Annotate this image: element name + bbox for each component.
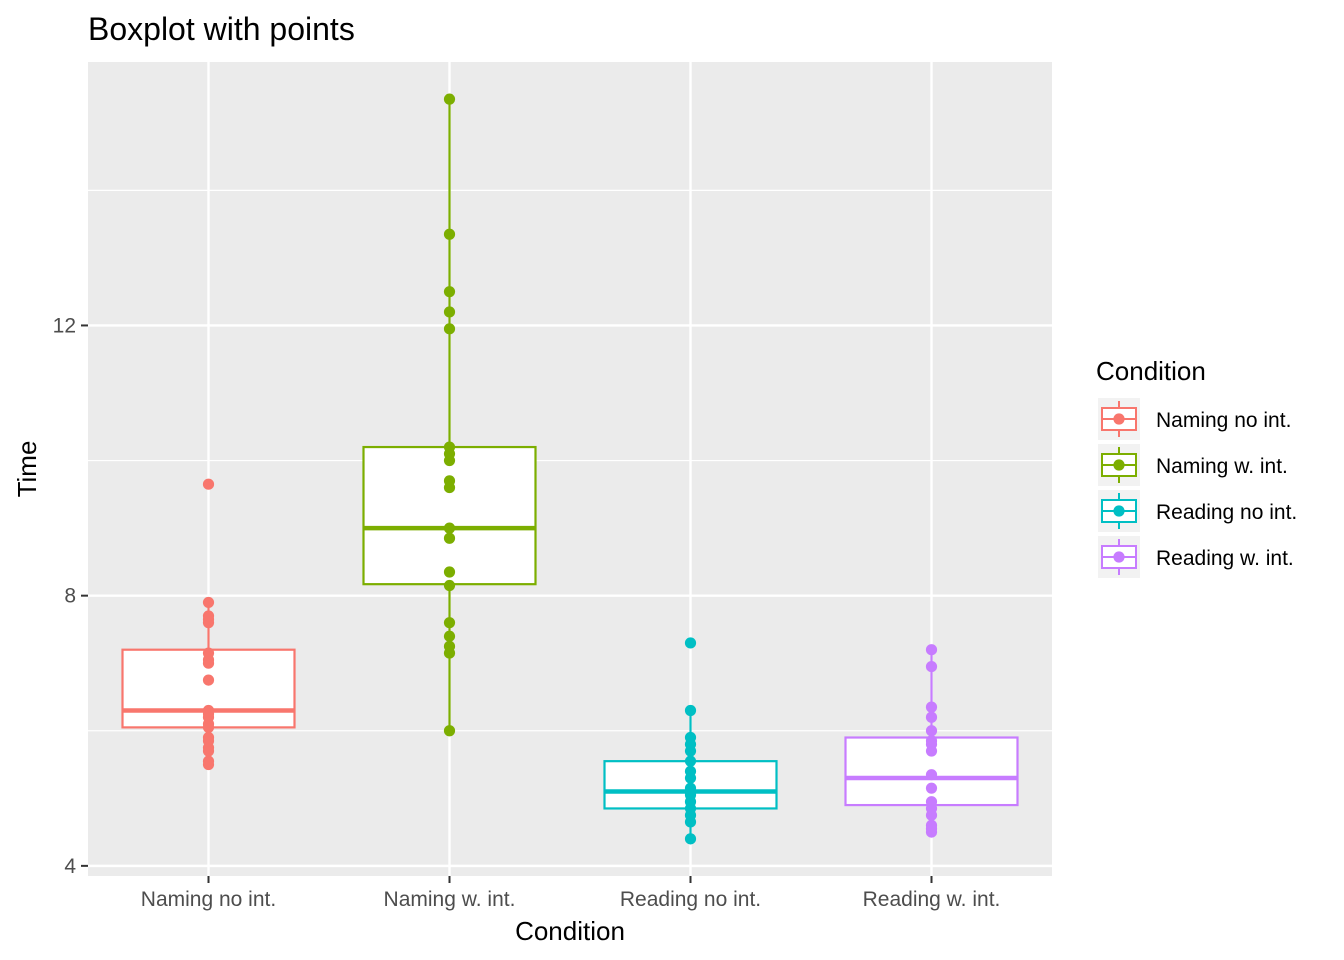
y-tick-label: 8 [64,585,76,608]
data-point [684,704,697,717]
data-point [443,566,456,578]
x-tick-label: Naming w. int. [384,888,516,911]
data-point [925,725,938,737]
data-point [443,228,456,240]
boxes-layer [121,99,1019,839]
data-point [202,755,215,767]
x-tick-label: Reading w. int. [863,888,1001,911]
data-point [925,711,938,723]
y-axis-title: Time [12,441,42,498]
data-point [443,286,456,298]
data-point [202,731,215,744]
x-tick-label: Naming no int. [141,888,276,911]
legend-key-point [1113,459,1125,471]
data-point [443,323,456,335]
data-point [684,731,697,744]
legend-item: Naming w. int. [1098,444,1288,486]
data-point [443,617,456,629]
data-point [925,735,938,747]
data-point [443,441,456,453]
data-point [925,769,938,781]
data-point [443,630,456,642]
x-tick-label: Reading no int. [620,888,761,911]
data-point [202,610,215,622]
legend-title: Condition [1096,356,1206,386]
data-point [443,725,456,737]
y-tick-label: 12 [53,314,76,337]
legend-label: Reading no int. [1156,501,1297,524]
data-point [925,660,938,673]
data-point [202,647,215,659]
data-point [443,579,456,592]
data-point [684,765,697,777]
data-point [925,796,938,808]
legend-label: Naming w. int. [1156,455,1288,478]
data-point [684,755,697,767]
data-point [443,93,456,105]
data-point [684,782,697,794]
data-point [202,674,215,686]
data-point [443,532,456,544]
data-point [925,782,938,794]
data-point [202,596,215,609]
data-point [925,701,938,713]
legend-label: Naming no int. [1156,409,1291,432]
x-axis: Naming no int. Naming w. int. Reading no i… [141,876,1001,911]
data-point [443,522,456,534]
data-point [684,637,697,649]
legend-key-point [1113,551,1125,563]
legend-key-point [1113,413,1125,425]
data-point [202,478,215,490]
x-axis-title: Condition [515,916,625,946]
data-point [925,819,938,831]
legend-label: Reading w. int. [1156,547,1294,570]
y-tick-label: 4 [64,855,76,878]
data-point [684,833,697,845]
data-point [443,475,456,487]
legend-item: Reading no int. [1098,490,1297,532]
data-point [443,640,456,652]
legend-item: Reading w. int. [1098,536,1294,578]
chart-title: Boxplot with points [88,11,355,47]
data-point [925,644,938,656]
legend-key-point [1113,505,1125,517]
legend-item: Naming no int. [1098,398,1291,440]
legend: Condition Naming no int. Naming w. int. Re… [1096,356,1297,578]
box-body [362,445,537,586]
data-point [202,704,215,717]
points-layer [202,93,938,845]
data-point [443,306,456,318]
y-axis: 4 8 12 [53,314,88,878]
